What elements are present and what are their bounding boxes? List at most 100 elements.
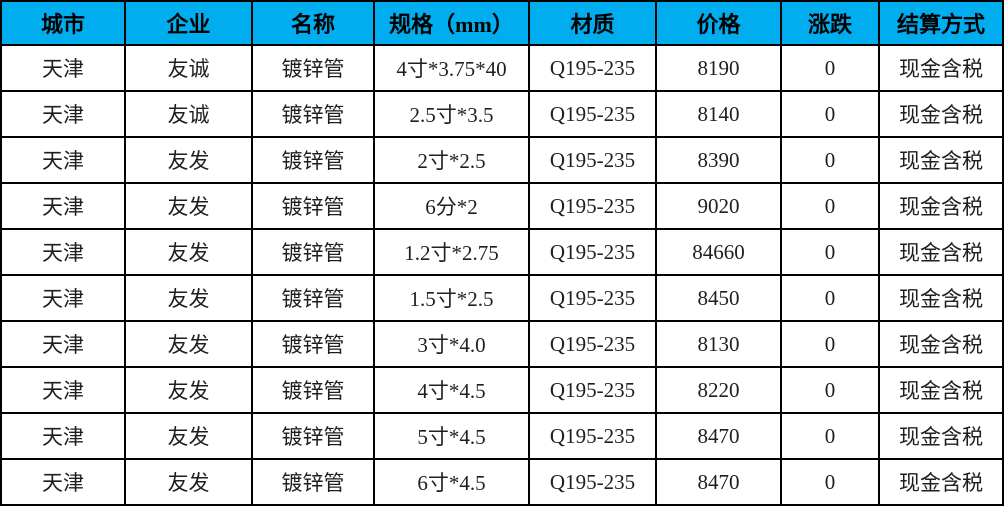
table-cell: 1.5寸*2.5 (373, 274, 530, 322)
table-cell: 友发 (124, 366, 253, 414)
table-cell: Q195-235 (528, 90, 657, 138)
table-row: 天津 友发 镀锌管 4寸*4.5 Q195-235 8220 0 现金含税 (0, 366, 1004, 414)
table-row: 天津 友发 镀锌管 1.2寸*2.75 Q195-235 84660 0 现金含税 (0, 228, 1004, 276)
table-cell: 天津 (0, 182, 126, 230)
table-cell: 现金含税 (878, 412, 1004, 460)
table-row: 天津 友发 镀锌管 5寸*4.5 Q195-235 8470 0 现金含税 (0, 412, 1004, 460)
table-row: 天津 友诚 镀锌管 2.5寸*3.5 Q195-235 8140 0 现金含税 (0, 90, 1004, 138)
table-cell: 镀锌管 (251, 136, 375, 184)
table-cell: 8470 (655, 458, 782, 506)
table-cell: 1.2寸*2.75 (373, 228, 530, 276)
table-cell: 现金含税 (878, 44, 1004, 92)
table-cell: 镀锌管 (251, 274, 375, 322)
column-header-0: 城市 (0, 0, 126, 46)
table-cell: 天津 (0, 366, 126, 414)
table-cell: 8140 (655, 90, 782, 138)
table-row: 天津 友发 镀锌管 6分*2 Q195-235 9020 0 现金含税 (0, 182, 1004, 230)
table-cell: 9020 (655, 182, 782, 230)
table-cell: 天津 (0, 274, 126, 322)
table-cell: 现金含税 (878, 182, 1004, 230)
table-cell: 0 (780, 366, 880, 414)
table-cell: 3寸*4.0 (373, 320, 530, 368)
table-cell: Q195-235 (528, 320, 657, 368)
table-row: 天津 友发 镀锌管 6寸*4.5 Q195-235 8470 0 现金含税 (0, 458, 1004, 506)
column-header-3: 规格（mm） (373, 0, 530, 46)
table-cell: 镀锌管 (251, 320, 375, 368)
table-cell: 友发 (124, 228, 253, 276)
table-row: 天津 友发 镀锌管 2寸*2.5 Q195-235 8390 0 现金含税 (0, 136, 1004, 184)
table-cell: 天津 (0, 44, 126, 92)
table-cell: 8220 (655, 366, 782, 414)
table-cell: 天津 (0, 458, 126, 506)
column-header-7: 结算方式 (878, 0, 1004, 46)
table-cell: Q195-235 (528, 274, 657, 322)
table-cell: 0 (780, 182, 880, 230)
table-cell: 天津 (0, 320, 126, 368)
table-cell: 现金含税 (878, 228, 1004, 276)
table-cell: Q195-235 (528, 458, 657, 506)
header-row: 城市 企业 名称 规格（mm） 材质 价格 涨跌 结算方式 (0, 0, 1004, 46)
table-cell: 8190 (655, 44, 782, 92)
table-cell: 现金含税 (878, 458, 1004, 506)
table-cell: 2寸*2.5 (373, 136, 530, 184)
table-cell: 0 (780, 274, 880, 322)
table-cell: 6分*2 (373, 182, 530, 230)
table-cell: 友发 (124, 136, 253, 184)
table-cell: 0 (780, 136, 880, 184)
table-cell: 8130 (655, 320, 782, 368)
table-cell: 现金含税 (878, 366, 1004, 414)
table-cell: 0 (780, 458, 880, 506)
table-cell: 现金含税 (878, 320, 1004, 368)
table-cell: 天津 (0, 136, 126, 184)
table-cell: 6寸*4.5 (373, 458, 530, 506)
table-cell: 0 (780, 90, 880, 138)
table-cell: 友发 (124, 274, 253, 322)
table-cell: Q195-235 (528, 366, 657, 414)
table-cell: 8450 (655, 274, 782, 322)
table-cell: 0 (780, 412, 880, 460)
table-cell: 友发 (124, 458, 253, 506)
table-cell: 现金含税 (878, 90, 1004, 138)
table-cell: 友诚 (124, 44, 253, 92)
table-cell: 镀锌管 (251, 458, 375, 506)
table-cell: 8390 (655, 136, 782, 184)
table-cell: Q195-235 (528, 182, 657, 230)
table-cell: 镀锌管 (251, 412, 375, 460)
column-header-1: 企业 (124, 0, 253, 46)
table-body: 天津 友诚 镀锌管 4寸*3.75*40 Q195-235 8190 0 现金含税 天津 友诚 镀锌… (0, 44, 1004, 506)
table-cell: 现金含税 (878, 274, 1004, 322)
table-cell: 友发 (124, 182, 253, 230)
table-cell: Q195-235 (528, 228, 657, 276)
table-cell: 友发 (124, 320, 253, 368)
table-cell: Q195-235 (528, 44, 657, 92)
table-cell: 0 (780, 320, 880, 368)
table-cell: 84660 (655, 228, 782, 276)
table-cell: 镀锌管 (251, 44, 375, 92)
column-header-5: 价格 (655, 0, 782, 46)
table-cell: 镀锌管 (251, 366, 375, 414)
table-cell: Q195-235 (528, 412, 657, 460)
table-cell: Q195-235 (528, 136, 657, 184)
table-cell: 友发 (124, 412, 253, 460)
column-header-2: 名称 (251, 0, 375, 46)
table-cell: 4寸*3.75*40 (373, 44, 530, 92)
table-cell: 天津 (0, 228, 126, 276)
table-cell: 现金含税 (878, 136, 1004, 184)
table-head: 城市 企业 名称 规格（mm） 材质 价格 涨跌 结算方式 (0, 0, 1004, 46)
column-header-4: 材质 (528, 0, 657, 46)
table-cell: 5寸*4.5 (373, 412, 530, 460)
column-header-6: 涨跌 (780, 0, 880, 46)
table-cell: 镀锌管 (251, 182, 375, 230)
table-cell: 0 (780, 228, 880, 276)
table-cell: 天津 (0, 90, 126, 138)
table-row: 天津 友发 镀锌管 3寸*4.0 Q195-235 8130 0 现金含税 (0, 320, 1004, 368)
table-cell: 镀锌管 (251, 228, 375, 276)
table-cell: 友诚 (124, 90, 253, 138)
table-cell: 2.5寸*3.5 (373, 90, 530, 138)
table-row: 天津 友发 镀锌管 1.5寸*2.5 Q195-235 8450 0 现金含税 (0, 274, 1004, 322)
table-cell: 4寸*4.5 (373, 366, 530, 414)
table-cell: 天津 (0, 412, 126, 460)
table-cell: 8470 (655, 412, 782, 460)
table-cell: 0 (780, 44, 880, 92)
